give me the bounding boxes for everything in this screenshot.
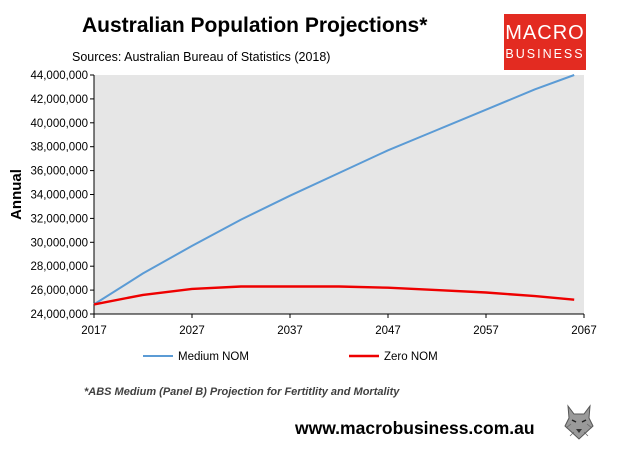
x-tick-label: 2057 <box>473 325 499 337</box>
wolf-icon <box>562 402 596 440</box>
website-link[interactable]: www.macrobusiness.com.au <box>295 418 535 438</box>
macrobusiness-logo: MACRO BUSINESS <box>504 14 586 70</box>
chart-title: Australian Population Projections* <box>82 14 428 37</box>
y-tick-label: 26,000,000 <box>30 285 88 297</box>
y-tick-label: 40,000,000 <box>30 118 88 130</box>
y-tick-label: 32,000,000 <box>30 213 88 225</box>
series-line-medium-nom <box>93 74 575 306</box>
y-tick-label: 34,000,000 <box>30 190 88 202</box>
x-tick-label: 2067 <box>571 325 597 337</box>
series-line-zero-nom <box>93 285 575 306</box>
legend-label: Medium NOM <box>178 351 249 363</box>
x-tick-label: 2047 <box>375 325 401 337</box>
x-tick-label: 2037 <box>277 325 303 337</box>
y-tick-label: 38,000,000 <box>30 142 88 154</box>
footnote: *ABS Medium (Panel B) Projection for Fer… <box>84 386 400 398</box>
y-axis-label: Annual <box>8 169 25 220</box>
y-tick-label: 44,000,000 <box>30 70 88 82</box>
plot-area <box>94 75 584 314</box>
logo-line-2: BUSINESS <box>505 47 585 61</box>
y-tick-label: 42,000,000 <box>30 94 88 106</box>
x-tick-label: 2027 <box>179 325 205 337</box>
x-tick-label: 2017 <box>81 325 107 337</box>
y-tick-label: 36,000,000 <box>30 166 88 178</box>
chart-source: Sources: Australian Bureau of Statistics… <box>72 50 331 64</box>
logo-line-1: MACRO <box>505 22 585 44</box>
y-tick-label: 24,000,000 <box>30 309 88 321</box>
legend-label: Zero NOM <box>384 351 438 363</box>
population-chart: 24,000,000 26,000,000 28,000,000 30,000,000… <box>8 70 597 363</box>
y-tick-label: 30,000,000 <box>30 237 88 249</box>
y-tick-label: 28,000,000 <box>30 261 88 273</box>
